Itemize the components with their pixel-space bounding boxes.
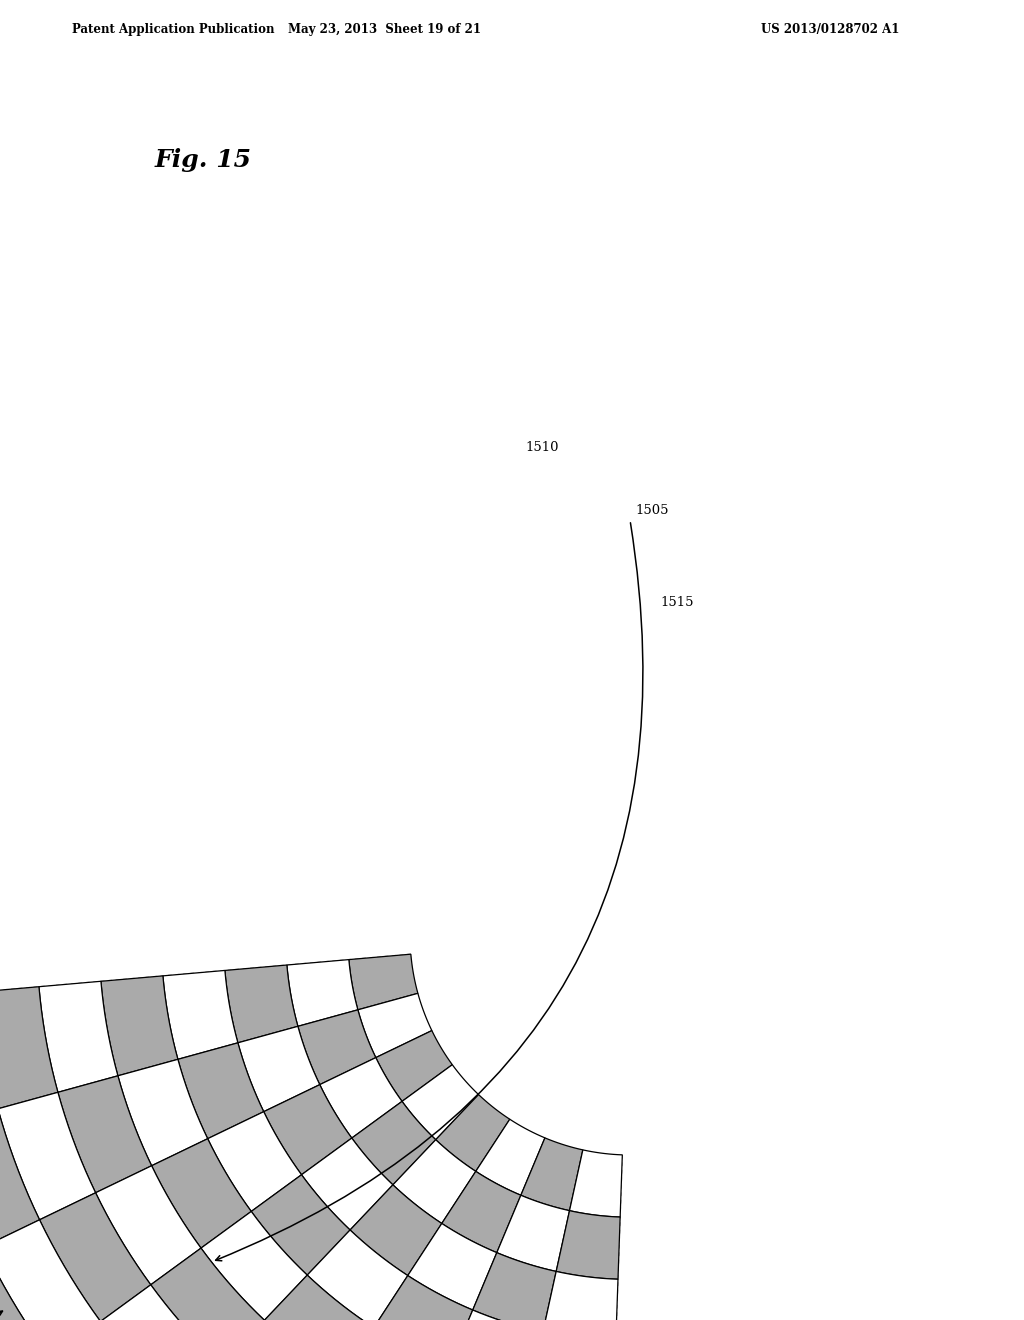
Polygon shape: [374, 1275, 473, 1320]
Polygon shape: [264, 1085, 352, 1175]
Polygon shape: [301, 1138, 393, 1230]
Polygon shape: [352, 1101, 436, 1185]
Text: Patent Application Publication: Patent Application Publication: [72, 24, 274, 37]
Polygon shape: [0, 1220, 100, 1320]
Polygon shape: [40, 1193, 151, 1320]
Text: 1505: 1505: [635, 503, 669, 516]
Polygon shape: [319, 1057, 402, 1138]
Polygon shape: [402, 1065, 478, 1139]
Polygon shape: [118, 1060, 208, 1166]
Polygon shape: [441, 1171, 521, 1253]
Polygon shape: [238, 1027, 319, 1111]
Polygon shape: [473, 1253, 556, 1320]
Polygon shape: [569, 1150, 623, 1217]
Polygon shape: [0, 1093, 95, 1220]
Polygon shape: [376, 1031, 453, 1101]
Text: May 23, 2013  Sheet 19 of 21: May 23, 2013 Sheet 19 of 21: [289, 24, 481, 37]
Polygon shape: [350, 1185, 441, 1275]
Polygon shape: [349, 954, 418, 1010]
Polygon shape: [357, 994, 432, 1057]
Polygon shape: [449, 1309, 543, 1320]
Polygon shape: [408, 1224, 497, 1309]
Polygon shape: [152, 1139, 251, 1249]
Polygon shape: [264, 1275, 374, 1320]
Polygon shape: [201, 1212, 307, 1320]
Text: 1510: 1510: [525, 441, 558, 454]
Polygon shape: [58, 1076, 152, 1193]
Polygon shape: [0, 1247, 50, 1320]
Polygon shape: [39, 981, 118, 1093]
Polygon shape: [436, 1094, 510, 1171]
Polygon shape: [298, 1010, 376, 1085]
Polygon shape: [151, 1249, 264, 1320]
Polygon shape: [556, 1210, 621, 1279]
Polygon shape: [393, 1139, 476, 1224]
Polygon shape: [163, 970, 238, 1060]
Polygon shape: [307, 1230, 408, 1320]
Polygon shape: [497, 1196, 569, 1271]
Polygon shape: [543, 1271, 617, 1320]
Polygon shape: [208, 1111, 301, 1212]
Polygon shape: [251, 1175, 350, 1275]
Polygon shape: [0, 987, 58, 1109]
Polygon shape: [476, 1119, 545, 1196]
Polygon shape: [100, 1284, 221, 1320]
Polygon shape: [95, 1166, 201, 1284]
Polygon shape: [225, 965, 298, 1043]
Polygon shape: [178, 1043, 264, 1139]
Polygon shape: [521, 1138, 583, 1210]
Text: 1515: 1515: [660, 595, 693, 609]
Polygon shape: [287, 960, 357, 1027]
Text: US 2013/0128702 A1: US 2013/0128702 A1: [761, 24, 899, 37]
Text: Fig. 15: Fig. 15: [155, 148, 252, 172]
Polygon shape: [101, 975, 178, 1076]
Polygon shape: [0, 1109, 40, 1247]
